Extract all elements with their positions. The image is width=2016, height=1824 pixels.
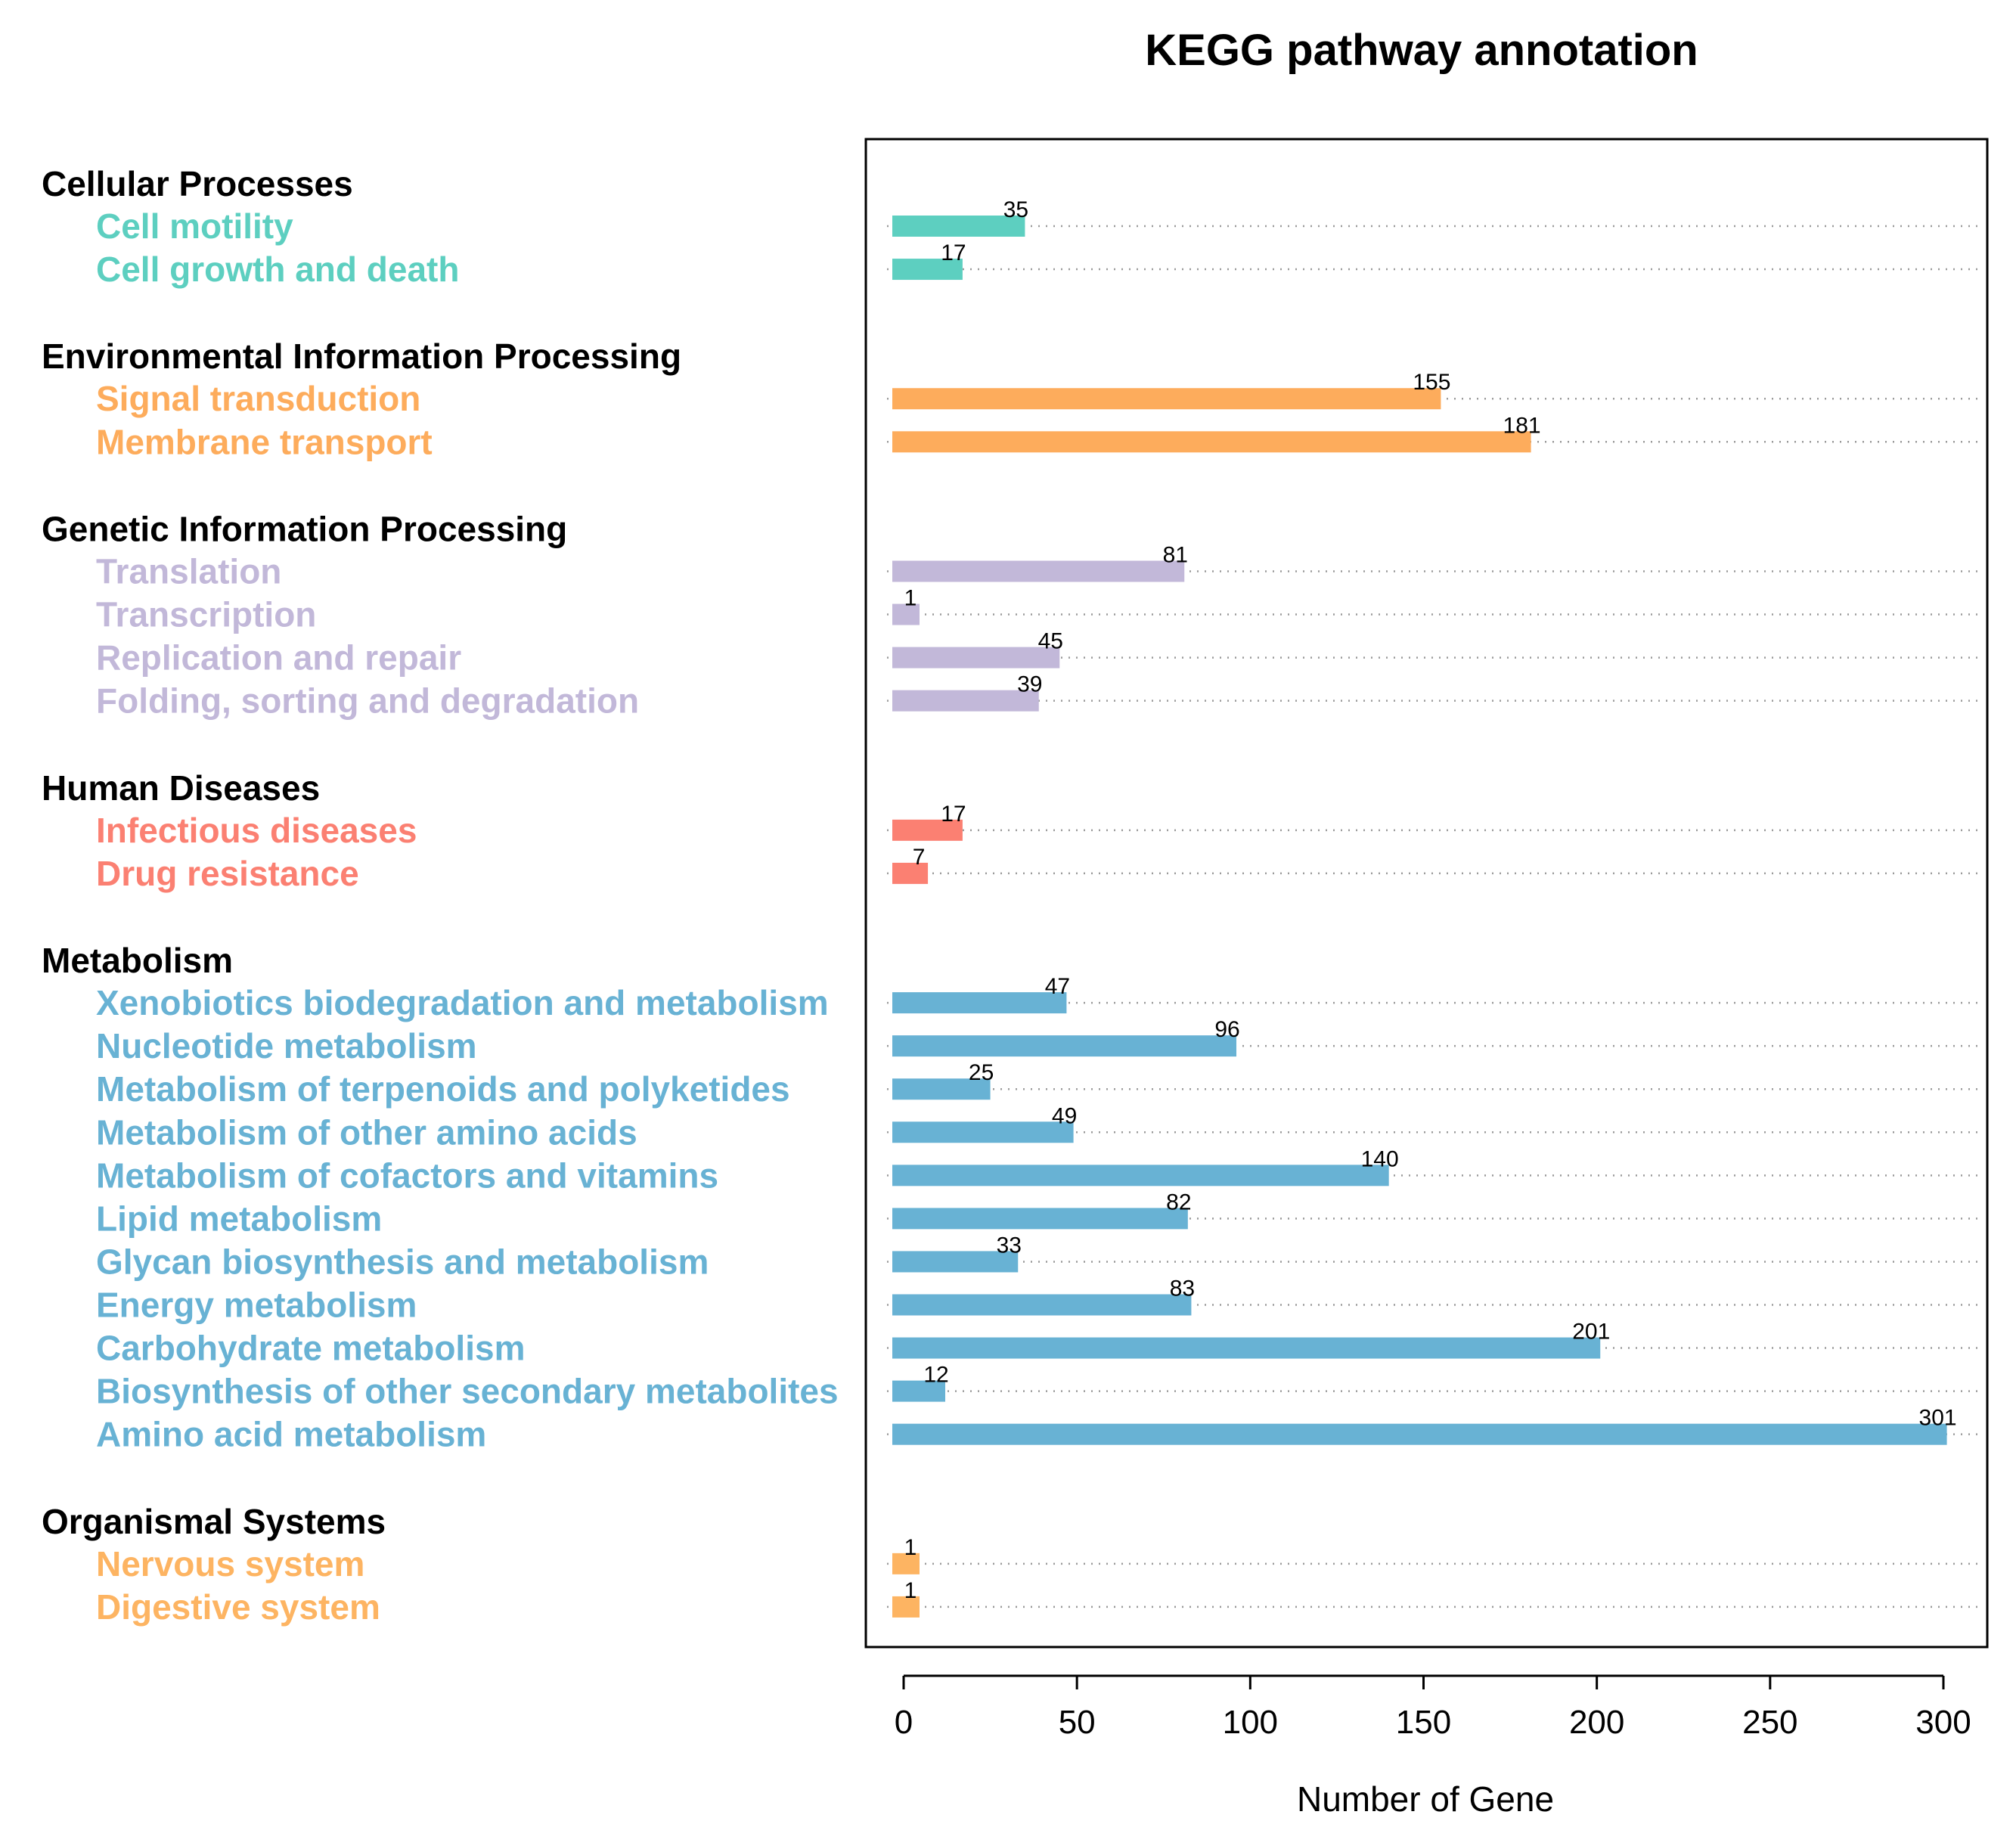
subcategory-label: Cell growth and death: [96, 250, 459, 289]
bar-value-label: 47: [1045, 974, 1070, 999]
bar-value-label: 140: [1361, 1146, 1399, 1171]
bar-value-label: 12: [923, 1363, 948, 1388]
bar-value-label: 49: [1052, 1103, 1077, 1128]
bar: [892, 819, 963, 841]
subcategory-label: Infectious diseases: [96, 811, 417, 850]
subcategory-label: Nervous system: [96, 1544, 364, 1584]
bar-value-label: 33: [997, 1233, 1022, 1258]
x-tick-label: 100: [1223, 1704, 1278, 1741]
bar-value-label: 39: [1017, 672, 1042, 697]
subcategory-label: Carbohydrate metabolism: [96, 1329, 525, 1368]
bar: [892, 603, 920, 625]
x-axis-label: Number of Gene: [1297, 1779, 1554, 1819]
subcategory-label: Replication and repair: [96, 638, 461, 678]
category-header: Organismal Systems: [42, 1502, 386, 1541]
plot-frame: [864, 138, 1989, 1649]
bar: [892, 1294, 1192, 1316]
x-axis: 0 50 100 150 200 250 300: [895, 1674, 1971, 1741]
subcategory-label: Glycan biosynthesis and metabolism: [96, 1242, 709, 1281]
subcategory-label: Xenobiotics biodegradation and metabolis…: [96, 983, 829, 1022]
subcategory-label: Nucleotide metabolism: [96, 1026, 477, 1066]
bar: [892, 992, 1067, 1014]
bar: [892, 1251, 1019, 1273]
bar: [892, 1121, 1074, 1143]
x-tick-label: 250: [1742, 1704, 1797, 1741]
category-header: Cellular Processes: [42, 164, 353, 203]
subcategory-label: Cell motility: [96, 206, 293, 246]
subcategory-label: Membrane transport: [96, 422, 433, 461]
subcategory-label: Energy metabolism: [96, 1286, 417, 1325]
bar-value-label: 82: [1166, 1190, 1191, 1214]
bar: [892, 1337, 1601, 1359]
bar: [892, 1380, 945, 1402]
bar-value-label: 17: [941, 240, 966, 265]
bar-value-label: 1: [904, 1535, 917, 1560]
x-tick-label: 150: [1396, 1704, 1451, 1741]
bar: [892, 1165, 1389, 1187]
bars-group: 35 17 155 181 81 1 45 39 17 7 47 96 25 49 140 82 33 83 201…: [887, 197, 1981, 1618]
bar: [892, 1553, 920, 1574]
x-tick-label: 200: [1569, 1704, 1624, 1741]
bar-value-label: 201: [1572, 1320, 1610, 1345]
bar-value-label: 17: [941, 802, 966, 827]
subcategory-label: Lipid metabolism: [96, 1199, 382, 1238]
bar: [892, 1078, 991, 1100]
subcategory-label: Amino acid metabolism: [96, 1415, 486, 1454]
subcategory-label: Signal transduction: [96, 379, 420, 418]
bar-value-label: 301: [1919, 1406, 1957, 1431]
bar: [892, 1423, 1947, 1445]
bar-value-label: 35: [1003, 197, 1028, 222]
bar: [892, 690, 1039, 712]
bar: [892, 259, 963, 281]
subcategory-label: Metabolism of terpenoids and polyketides: [96, 1069, 790, 1109]
bar: [892, 1035, 1236, 1057]
bar-value-label: 7: [913, 845, 926, 870]
subcategory-label: Metabolism of other amino acids: [96, 1112, 637, 1152]
bar-value-label: 1: [904, 586, 917, 611]
bar-value-label: 25: [969, 1060, 994, 1085]
bar-value-label: 81: [1163, 542, 1188, 567]
bar: [892, 1596, 920, 1618]
subcategory-label: Digestive system: [96, 1587, 380, 1627]
bar: [892, 560, 1185, 582]
category-header: Metabolism: [42, 941, 233, 980]
x-tick-label: 300: [1915, 1704, 1971, 1741]
bar-value-label: 83: [1170, 1276, 1195, 1301]
bar-value-label: 1: [904, 1578, 917, 1603]
subcategory-label: Transcription: [96, 595, 316, 634]
bar: [892, 388, 1441, 410]
x-tick-label: 0: [895, 1704, 913, 1741]
bar: [892, 216, 1025, 237]
subcategory-label: Folding, sorting and degradation: [96, 681, 639, 721]
chart-title: KEGG pathway annotation: [1145, 26, 1698, 75]
category-header: Environmental Information Processing: [42, 337, 681, 376]
bar: [892, 431, 1531, 453]
category-header: Human Diseases: [42, 768, 320, 808]
x-tick-label: 50: [1059, 1704, 1096, 1741]
bar-value-label: 155: [1413, 370, 1450, 395]
bar-value-label: 96: [1214, 1017, 1239, 1042]
bar: [892, 647, 1060, 668]
bar-value-label: 181: [1503, 413, 1541, 438]
category-header: Genetic Information Processing: [42, 509, 567, 548]
bar: [892, 862, 929, 884]
subcategory-label: Drug resistance: [96, 854, 359, 893]
bar-value-label: 45: [1038, 629, 1063, 654]
subcategory-label: Translation: [96, 551, 281, 591]
subcategory-label: Metabolism of cofactors and vitamins: [96, 1156, 718, 1195]
subcategory-label: Biosynthesis of other secondary metaboli…: [96, 1372, 839, 1411]
bar: [892, 1208, 1188, 1230]
